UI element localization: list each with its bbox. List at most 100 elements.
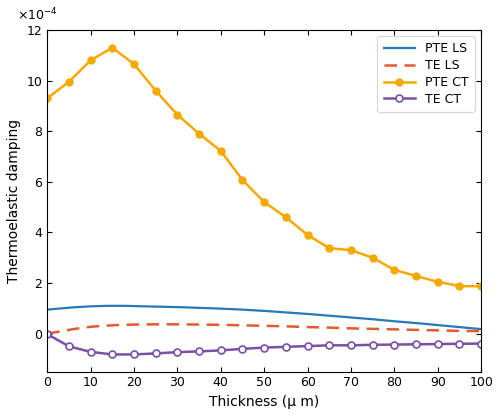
PTE LS [62, 306, 68, 311]
PTE CT [456, 284, 462, 289]
PTE LS [261, 308, 267, 313]
PTE CT [240, 178, 246, 183]
Legend: PTE LS, TE LS, PTE CT, TE CT: PTE LS, TE LS, PTE CT, TE CT [378, 36, 475, 112]
PTE CT [478, 284, 484, 289]
TE CT [240, 347, 246, 352]
PTE LS [240, 307, 246, 312]
TE CT [174, 350, 180, 355]
TE CT [304, 344, 310, 349]
PTE LS [114, 303, 119, 308]
PTE LS [348, 315, 354, 320]
TE CT [326, 343, 332, 348]
PTE LS [174, 305, 180, 310]
TE LS [348, 326, 354, 331]
TE LS [326, 325, 332, 330]
Line: TE LS: TE LS [47, 324, 481, 333]
TE LS [105, 323, 111, 328]
PTE LS [478, 327, 484, 332]
TE LS [96, 324, 102, 329]
PTE CT [88, 58, 94, 63]
TE CT [218, 348, 224, 353]
PTE CT [152, 88, 158, 93]
TE CT [110, 352, 116, 357]
TE LS [218, 322, 224, 327]
TE LS [174, 322, 180, 327]
PTE LS [283, 310, 289, 315]
PTE CT [44, 96, 50, 101]
TE LS [79, 325, 85, 330]
PTE LS [434, 322, 440, 327]
TE LS [152, 322, 158, 327]
TE LS [304, 324, 310, 329]
TE CT [370, 342, 376, 347]
PTE CT [131, 62, 137, 67]
Y-axis label: Thermoelastic damping: Thermoelastic damping [7, 119, 21, 283]
PTE LS [131, 304, 137, 309]
PTE CT [304, 233, 310, 238]
TE LS [283, 324, 289, 329]
TE LS [53, 329, 59, 334]
TE LS [196, 322, 202, 327]
PTE CT [218, 149, 224, 154]
TE LS [478, 329, 484, 334]
TE CT [413, 342, 419, 347]
PTE CT [413, 273, 419, 278]
TE LS [261, 323, 267, 328]
PTE LS [304, 312, 310, 317]
TE LS [62, 328, 68, 333]
TE LS [114, 322, 119, 327]
PTE CT [66, 79, 72, 84]
PTE CT [434, 279, 440, 284]
TE LS [413, 327, 419, 332]
PTE CT [174, 112, 180, 117]
Line: PTE LS: PTE LS [47, 306, 481, 329]
PTE LS [456, 324, 462, 329]
PTE LS [79, 305, 85, 310]
TE CT [44, 332, 50, 337]
TE CT [434, 342, 440, 347]
TE CT [66, 344, 72, 349]
TE LS [131, 322, 137, 327]
Text: $\times 10^{-4}$: $\times 10^{-4}$ [17, 7, 58, 23]
X-axis label: Thickness (μ m): Thickness (μ m) [209, 395, 320, 409]
TE LS [122, 322, 128, 327]
TE LS [44, 331, 50, 336]
PTE LS [88, 304, 94, 309]
TE LS [240, 323, 246, 328]
TE CT [456, 341, 462, 346]
PTE LS [152, 304, 158, 309]
PTE LS [96, 304, 102, 309]
PTE CT [283, 215, 289, 220]
TE CT [152, 351, 158, 356]
TE CT [392, 342, 398, 347]
PTE CT [370, 255, 376, 260]
PTE LS [413, 321, 419, 326]
PTE LS [370, 317, 376, 322]
PTE LS [44, 307, 50, 312]
PTE LS [326, 313, 332, 318]
TE LS [370, 327, 376, 332]
PTE CT [392, 267, 398, 272]
PTE CT [110, 45, 116, 50]
TE LS [456, 328, 462, 333]
PTE LS [70, 305, 76, 310]
TE CT [88, 349, 94, 354]
PTE LS [105, 303, 111, 308]
PTE CT [348, 248, 354, 253]
PTE LS [53, 306, 59, 311]
PTE CT [196, 131, 202, 136]
TE CT [131, 352, 137, 357]
TE CT [478, 341, 484, 346]
PTE LS [122, 303, 128, 308]
Line: TE CT: TE CT [44, 331, 484, 358]
Line: PTE CT: PTE CT [44, 44, 484, 290]
PTE CT [326, 245, 332, 250]
TE LS [434, 328, 440, 333]
TE CT [348, 343, 354, 348]
TE LS [392, 327, 398, 332]
PTE LS [218, 306, 224, 311]
TE CT [261, 345, 267, 350]
PTE CT [261, 200, 267, 205]
TE CT [196, 349, 202, 354]
PTE LS [196, 305, 202, 310]
